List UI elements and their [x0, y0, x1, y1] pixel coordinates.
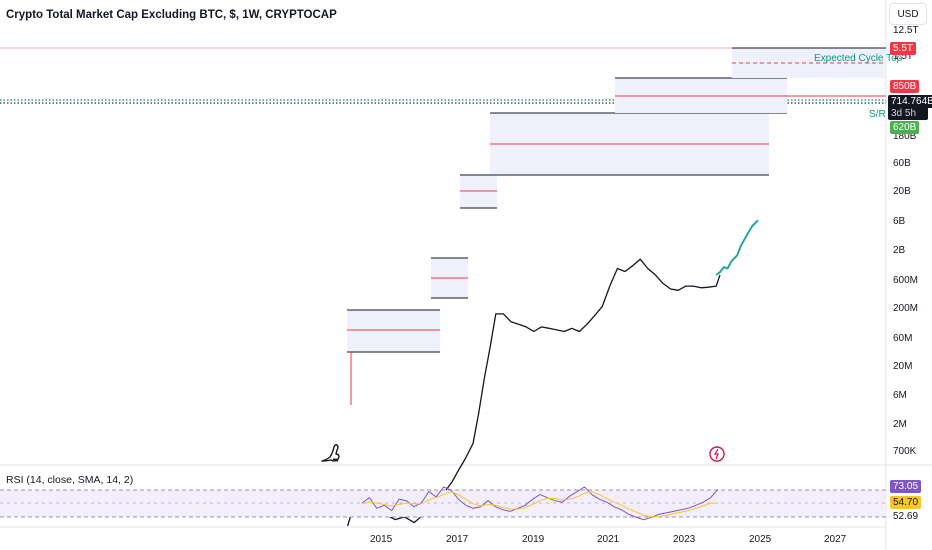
level-tag-620b: 620B [890, 121, 920, 134]
y-tick: 2B [893, 245, 906, 256]
y-tick: 20B [893, 186, 911, 197]
range-box-2014 [347, 310, 440, 352]
rsi-level-tag: 52.69 [893, 511, 919, 522]
x-tick: 2019 [522, 534, 545, 545]
y-tick: 6M [893, 390, 907, 401]
price-series [346, 258, 721, 527]
tradingview-logo-icon[interactable] [321, 444, 340, 462]
price-axis[interactable]: 12.5T 1.5T 180B 60B 20B 6B 2B 600M 200M … [893, 25, 919, 457]
y-tick: 6B [893, 216, 906, 227]
cycle-top-annotation: Expected Cycle Top [814, 53, 903, 64]
countdown-tag: 3d 5h [888, 107, 928, 120]
y-tick: 12.5T [893, 25, 919, 36]
y-tick: 60M [893, 333, 912, 344]
rsi-title: RSI (14, close, SMA, 14, 2) [6, 474, 134, 486]
y-tick: 20M [893, 361, 912, 372]
x-tick: 2021 [597, 534, 620, 545]
x-tick: 2027 [824, 534, 847, 545]
rsi-sma-tag: 54.70 [890, 496, 922, 509]
y-tick: 180B [893, 131, 917, 142]
rsi-series [361, 486, 719, 521]
x-tick: 2023 [673, 534, 696, 545]
y-tick: 200M [893, 303, 918, 314]
level-tag-850b: 850B [890, 80, 920, 93]
x-tick: 2015 [370, 534, 393, 545]
y-tick: 600M [893, 275, 918, 286]
rsi-value-tag: 73.05 [890, 480, 922, 493]
y-tick: 1.5T [893, 51, 913, 62]
flash-icon[interactable] [709, 446, 725, 462]
price-tag: 714.764B [888, 95, 932, 108]
projection-series [715, 219, 759, 276]
x-tick: 2017 [446, 534, 469, 545]
time-axis[interactable]: 2015 2017 2019 2021 2023 2025 2027 [370, 534, 847, 545]
rsi-sma-series [361, 491, 719, 518]
x-tick: 2025 [749, 534, 772, 545]
level-tag-5-5t: 5.5T [890, 42, 917, 55]
y-tick: 60B [893, 158, 911, 169]
currency-button[interactable]: USD [889, 3, 927, 25]
y-tick: 700K [893, 446, 917, 457]
y-tick: 2M [893, 419, 907, 430]
chart-title: Crypto Total Market Cap Excluding BTC, $… [6, 9, 337, 21]
sr-annotation: S/R [869, 109, 886, 120]
